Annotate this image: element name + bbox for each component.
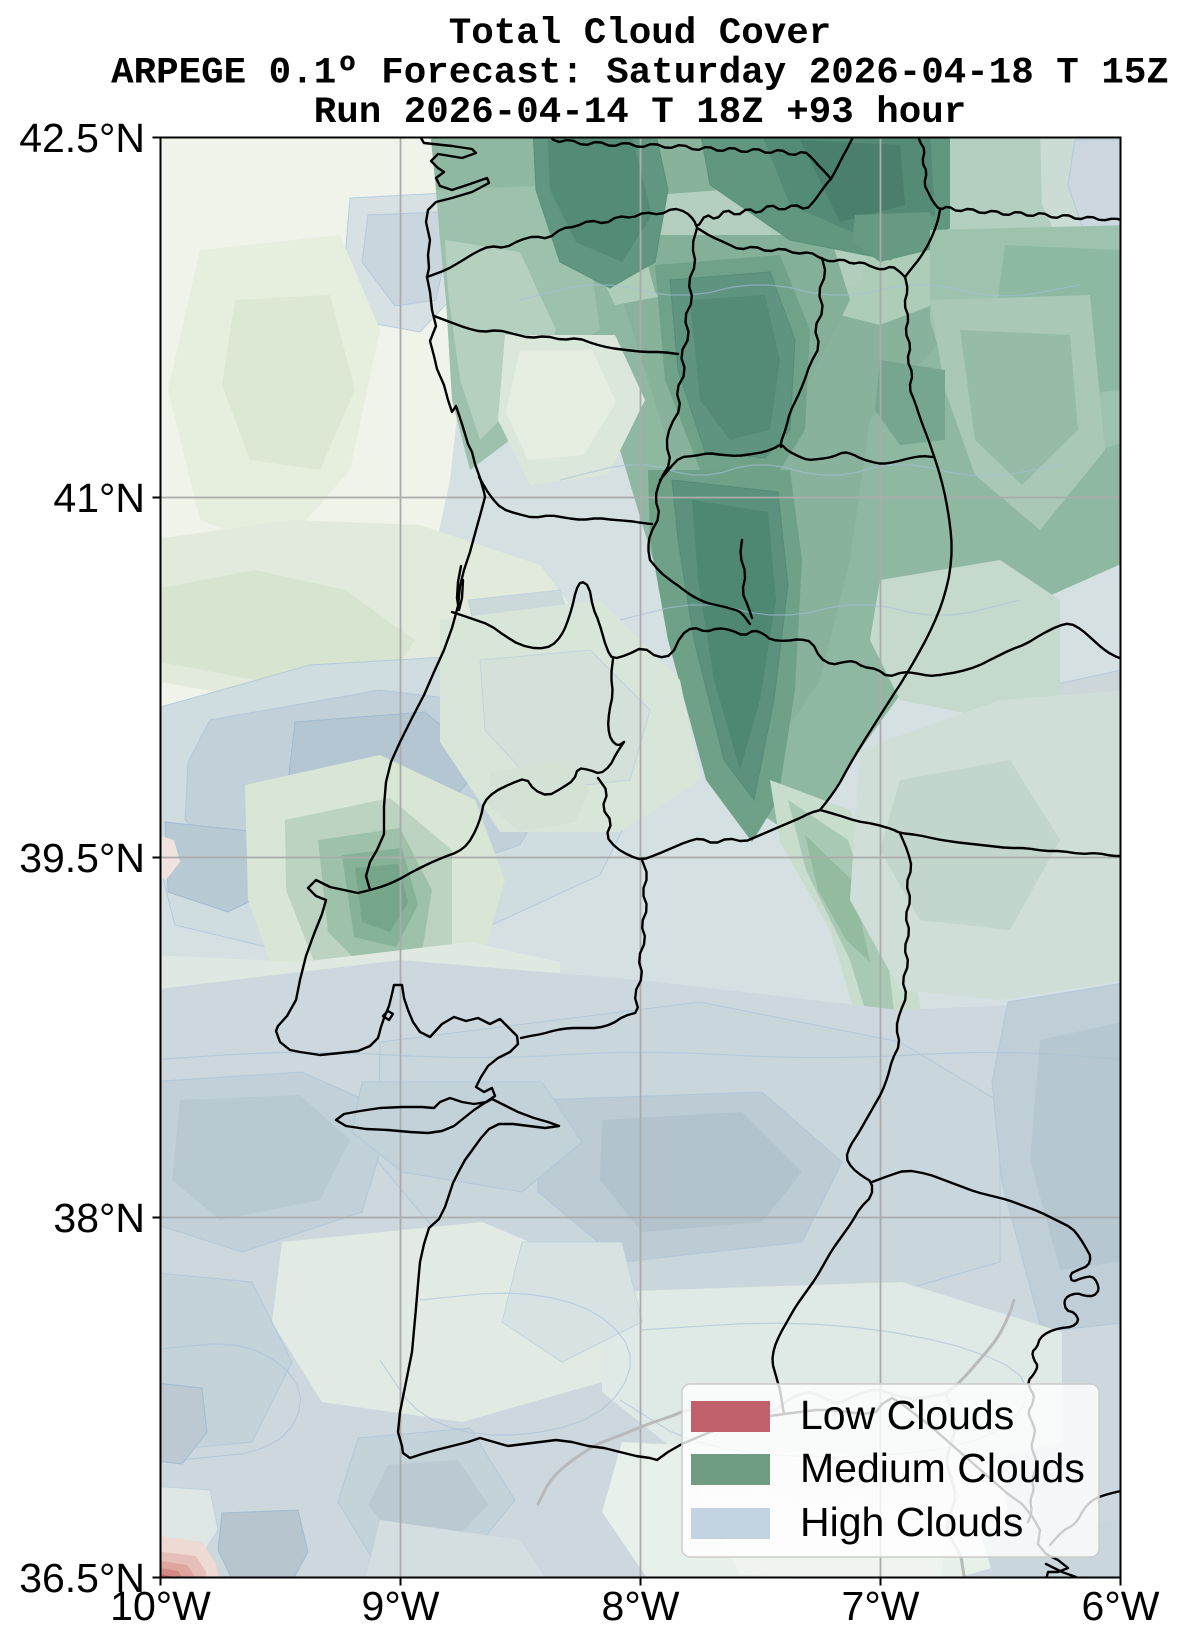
svg-text:ARPEGE 0.1º Forecast: Saturday: ARPEGE 0.1º Forecast: Saturday 2026-04-1… <box>111 53 1169 95</box>
svg-text:41°N: 41°N <box>53 475 145 521</box>
svg-text:Low Clouds: Low Clouds <box>800 1392 1014 1438</box>
svg-text:36.5°N: 36.5°N <box>19 1555 145 1601</box>
svg-text:High Clouds: High Clouds <box>800 1499 1023 1545</box>
svg-text:38°N: 38°N <box>53 1195 145 1241</box>
svg-text:Total Cloud Cover: Total Cloud Cover <box>449 13 832 55</box>
svg-text:9°W: 9°W <box>362 1583 440 1629</box>
svg-text:Run 2026-04-14 T 18Z +93 hour: Run 2026-04-14 T 18Z +93 hour <box>314 92 967 134</box>
svg-text:39.5°N: 39.5°N <box>19 835 145 881</box>
svg-text:6°W: 6°W <box>1082 1583 1160 1629</box>
svg-text:10°W: 10°W <box>110 1583 211 1629</box>
svg-text:8°W: 8°W <box>602 1583 680 1629</box>
svg-text:42.5°N: 42.5°N <box>19 115 145 161</box>
svg-text:7°W: 7°W <box>842 1583 920 1629</box>
svg-text:Medium Clouds: Medium Clouds <box>800 1445 1085 1491</box>
